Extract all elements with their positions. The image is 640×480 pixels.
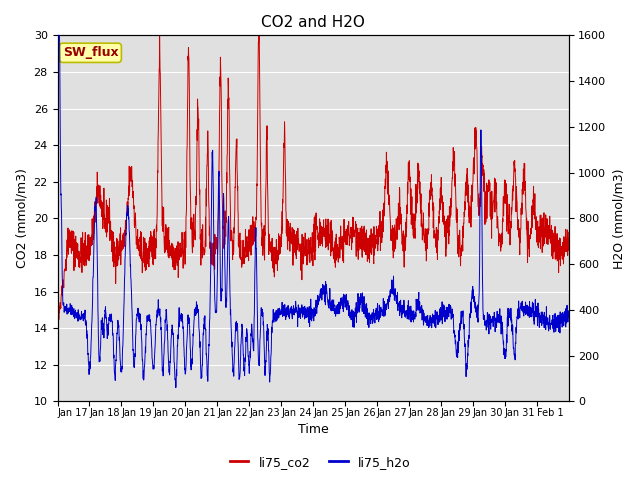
X-axis label: Time: Time <box>298 423 328 436</box>
Text: SW_flux: SW_flux <box>63 46 118 60</box>
Y-axis label: CO2 (mmol/m3): CO2 (mmol/m3) <box>15 168 28 268</box>
Y-axis label: H2O (mmol/m3): H2O (mmol/m3) <box>612 168 625 269</box>
Title: CO2 and H2O: CO2 and H2O <box>261 15 365 30</box>
Legend: li75_co2, li75_h2o: li75_co2, li75_h2o <box>225 451 415 474</box>
